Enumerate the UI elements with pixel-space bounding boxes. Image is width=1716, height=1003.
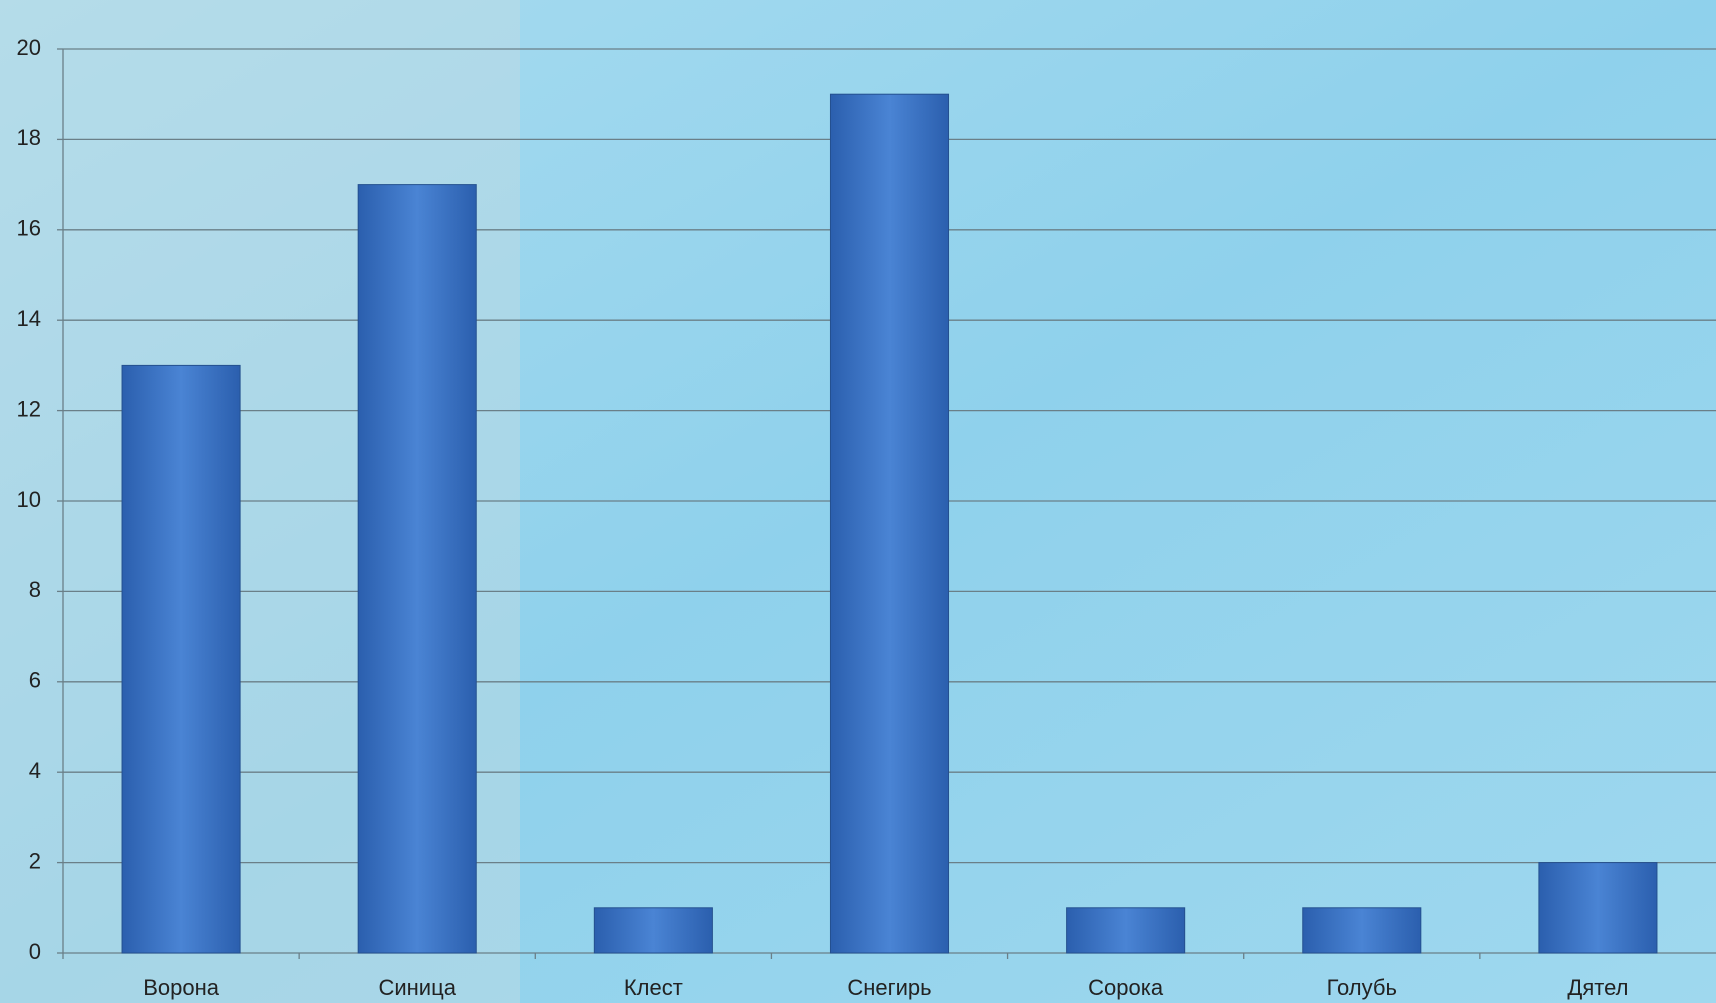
bar xyxy=(1066,907,1186,954)
x-tick-label: Ворона xyxy=(143,975,220,1000)
bar xyxy=(1538,862,1658,954)
y-tick-label: 14 xyxy=(17,306,41,331)
y-tick-label: 12 xyxy=(17,396,41,421)
x-tick-label: Синица xyxy=(378,975,456,1000)
bar xyxy=(1302,907,1422,954)
x-tick-label: Голубь xyxy=(1327,975,1397,1000)
x-tick-label: Дятел xyxy=(1567,975,1628,1000)
bar xyxy=(121,364,241,954)
y-tick-label: 18 xyxy=(17,125,41,150)
y-tick-label: 2 xyxy=(29,848,41,873)
bar xyxy=(357,184,477,954)
x-tick-label: Клест xyxy=(624,975,683,1000)
y-tick-label: 16 xyxy=(17,216,41,241)
y-tick-label: 0 xyxy=(29,939,41,964)
y-tick-label: 8 xyxy=(29,577,41,602)
y-tick-label: 20 xyxy=(17,35,41,60)
x-tick-label: Снегирь xyxy=(847,975,931,1000)
y-tick-label: 4 xyxy=(29,758,41,783)
bar xyxy=(829,93,950,954)
y-tick-label: 6 xyxy=(29,668,41,693)
y-tick-label: 10 xyxy=(17,487,41,512)
x-tick-label: Сорока xyxy=(1088,975,1164,1000)
bar xyxy=(593,907,713,954)
